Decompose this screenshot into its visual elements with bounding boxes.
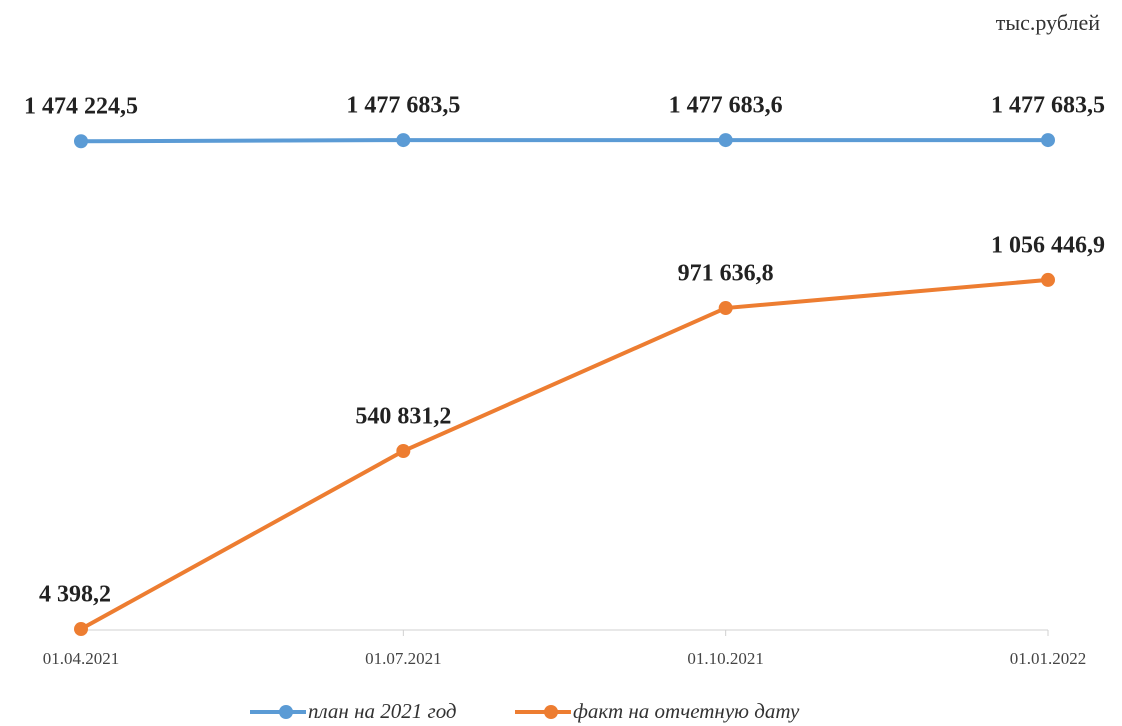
value-label: 1 477 683,5 [346,93,460,119]
value-label: 971 636,8 [678,261,774,287]
point [74,622,88,637]
unit-label: тыс.рублей [996,10,1100,35]
value-label: 4 398,2 [39,582,111,608]
series-line [80,277,1049,631]
point [396,133,411,148]
value-label: 1 474 224,5 [24,94,138,120]
legend-marker [544,705,558,719]
x-tick-label: 01.07.2021 [365,649,442,668]
value-label: 1 477 683,6 [669,93,783,119]
point [718,301,733,316]
point [1041,133,1055,148]
point [718,133,733,148]
legend-marker [279,705,293,719]
point [74,134,88,149]
value-label: 540 831,2 [355,404,451,430]
value-label: 1 477 683,5 [991,93,1105,119]
x-tick-label: 01.01.2022 [1010,649,1087,668]
legend-label: план на 2021 год [308,699,457,723]
point [1041,272,1055,287]
x-tick-label: 01.10.2021 [687,649,764,668]
series-line [80,138,1049,144]
legend-label: факт на отчетную дату [573,699,800,723]
point [396,444,411,459]
value-label: 1 056 446,9 [991,232,1105,258]
x-tick-label: 01.04.2021 [43,649,120,668]
